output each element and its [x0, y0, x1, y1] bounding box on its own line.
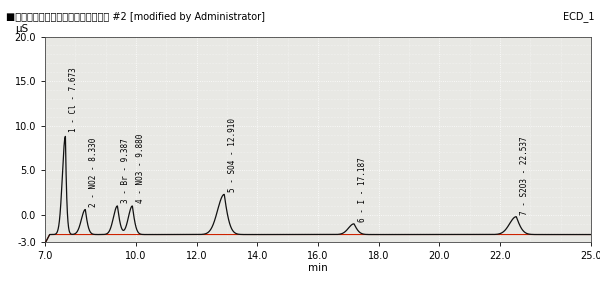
- Text: 7 - S2O3 - 22.537: 7 - S2O3 - 22.537: [520, 136, 529, 215]
- Text: 2 - NO2 - 8.330: 2 - NO2 - 8.330: [89, 137, 98, 207]
- Text: μS: μS: [15, 24, 28, 35]
- Text: 5 - SO4 - 12.910: 5 - SO4 - 12.910: [228, 118, 237, 192]
- Text: 1 - Cl - 7.673: 1 - Cl - 7.673: [69, 67, 78, 132]
- Text: 4 - NO3 - 9.880: 4 - NO3 - 9.880: [136, 134, 145, 203]
- Text: ■高精度测定水体中的多种痕量阴离子 #2 [modified by Administrator]: ■高精度测定水体中的多种痕量阴离子 #2 [modified by Admini…: [6, 12, 265, 22]
- Text: 6 - I - 17.187: 6 - I - 17.187: [358, 157, 367, 222]
- X-axis label: min: min: [308, 264, 328, 273]
- Text: 3 - Br - 9.387: 3 - Br - 9.387: [121, 139, 130, 203]
- Text: ECD_1: ECD_1: [563, 12, 594, 22]
